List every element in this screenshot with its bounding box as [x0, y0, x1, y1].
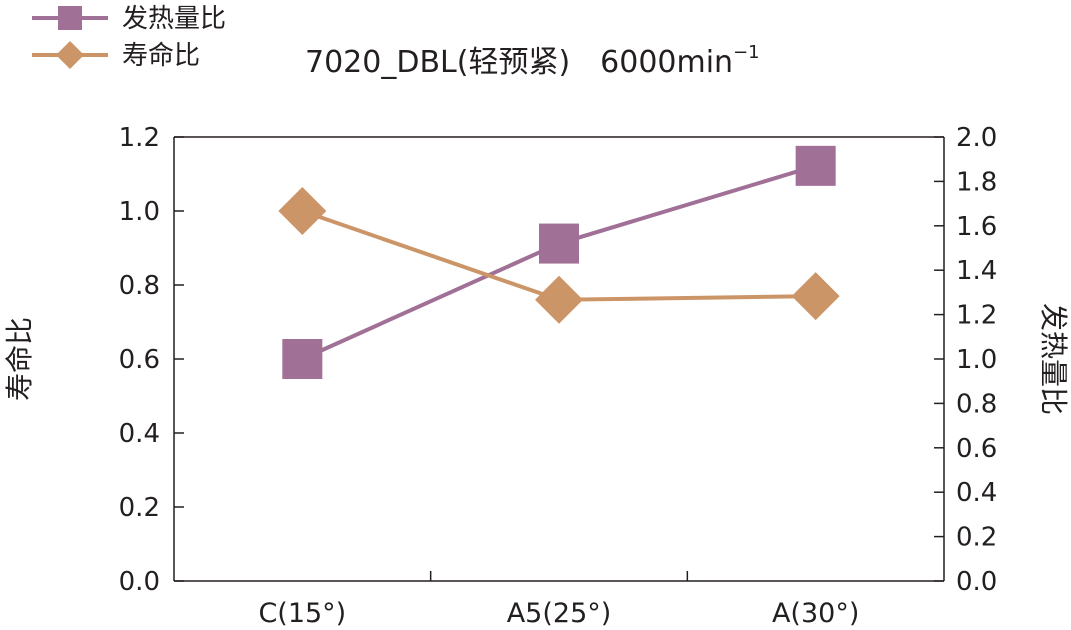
heat-ratio-point: [795, 145, 836, 186]
right-tick-label: 0.2: [956, 523, 997, 553]
chart-title-main: 7020_DBL(轻预紧) 6000min: [305, 45, 733, 80]
left-tick-label: 0.2: [119, 493, 160, 523]
legend-marker-life: [56, 41, 84, 69]
right-axis-ticks: 0.0 0.2 0.4 0.6 0.8 1.0 1.2 1.4 1.6 1.8 2.0: [934, 123, 997, 597]
legend-label-heat: 发热量比: [122, 4, 226, 34]
life-ratio-point: [278, 187, 327, 235]
left-tick-label: 1.0: [119, 197, 160, 227]
right-tick-label: 0.8: [956, 389, 997, 419]
chart-title-superscript: −1: [733, 42, 760, 63]
left-axis-ticks: 0.0 0.2 0.4 0.6 0.8 1.0 1.2: [119, 123, 184, 597]
right-tick-label: 1.2: [956, 301, 997, 331]
legend-label-life: 寿命比: [122, 41, 200, 71]
life-ratio-point: [791, 272, 840, 321]
x-tick-label: A5(25°): [507, 598, 612, 629]
left-tick-label: 0.4: [119, 419, 160, 449]
legend: 发热量比 寿命比: [32, 4, 226, 71]
life-ratio-point: [535, 275, 583, 324]
right-tick-label: 0.4: [956, 478, 997, 508]
right-tick-label: 1.8: [956, 167, 997, 197]
chart-title: 7020_DBL(轻预紧) 6000min−1: [305, 42, 760, 80]
right-tick-label: 1.6: [956, 212, 997, 242]
left-axis-title: 寿命比: [3, 317, 36, 401]
heat-ratio-point: [539, 223, 579, 264]
x-tick-label: C(15°): [258, 598, 346, 629]
x-axis-ticks: C(15°) A5(25°) A(30°): [258, 571, 859, 629]
right-tick-label: 0.6: [956, 434, 997, 464]
right-tick-label: 1.0: [956, 345, 997, 375]
legend-item-life: 寿命比: [32, 41, 200, 71]
series-markers: [278, 145, 840, 379]
left-tick-label: 0.8: [119, 271, 160, 301]
legend-item-heat: 发热量比: [32, 4, 226, 34]
heat-ratio-point: [282, 339, 323, 379]
right-tick-label: 0.0: [956, 567, 997, 597]
left-tick-label: 0.6: [119, 345, 160, 375]
left-tick-label: 1.2: [119, 123, 160, 153]
legend-marker-heat: [58, 6, 82, 30]
right-tick-label: 1.4: [956, 256, 997, 286]
right-axis-title: 发热量比: [1037, 303, 1070, 415]
right-tick-label: 2.0: [956, 123, 997, 153]
x-tick-label: A(30°): [772, 598, 859, 629]
left-tick-label: 0.0: [119, 567, 160, 597]
